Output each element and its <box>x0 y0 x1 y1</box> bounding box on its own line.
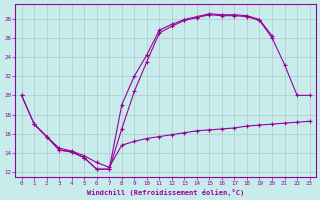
X-axis label: Windchill (Refroidissement éolien,°C): Windchill (Refroidissement éolien,°C) <box>87 189 244 196</box>
